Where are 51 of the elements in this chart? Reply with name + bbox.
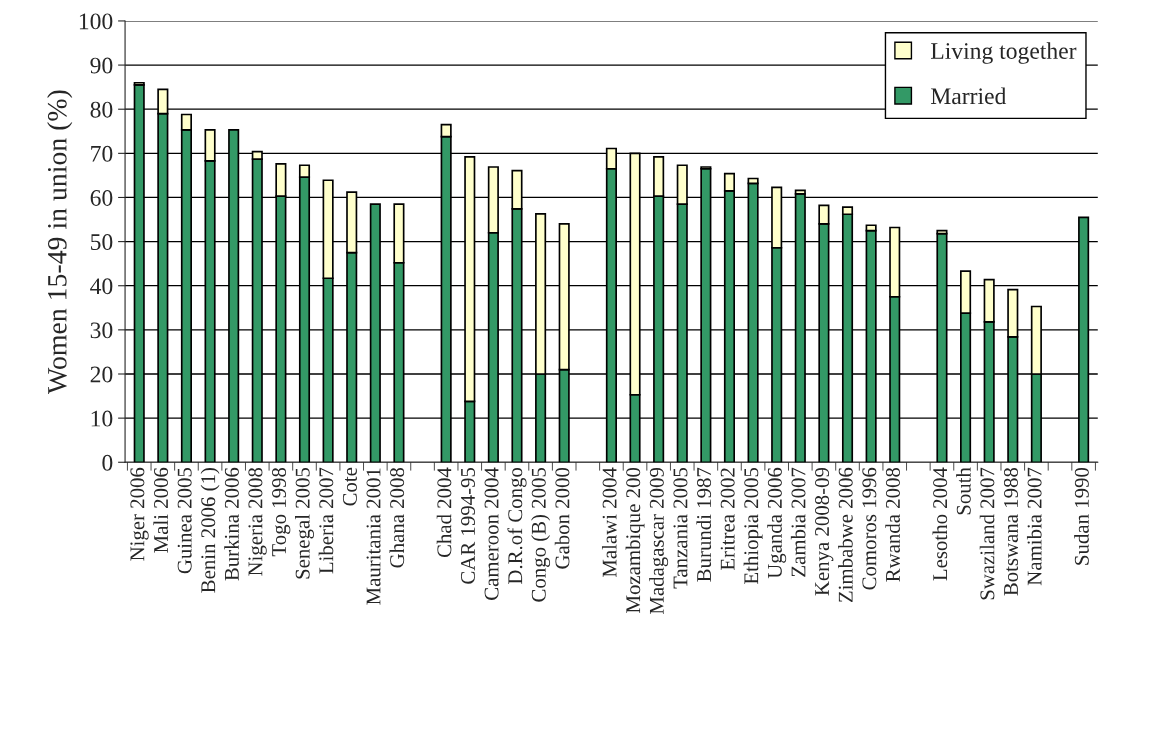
x-tick-label: Chad 2004 bbox=[436, 467, 452, 558]
x-tick-label: Lesotho 2004 bbox=[932, 467, 948, 581]
y-axis-title: Women 15-49 in union (%) bbox=[47, 90, 73, 394]
y-tick-label: 50 bbox=[91, 234, 113, 251]
x-tick-label: Malawi 2004 bbox=[601, 467, 617, 578]
x-tick-label: Guinea 2005 bbox=[177, 467, 192, 574]
y-tick-label: 40 bbox=[90, 278, 113, 295]
x-tick-label: South bbox=[956, 467, 971, 515]
x-tick-label: Eritrea 2002 bbox=[720, 468, 735, 571]
x-tick-label: Rwanda 2008 bbox=[885, 467, 900, 582]
y-tick-label: 30 bbox=[90, 322, 113, 339]
y-tick-label: 10 bbox=[91, 410, 113, 427]
y-tick-label: 60 bbox=[90, 189, 113, 206]
y-tick-label: 80 bbox=[90, 101, 113, 118]
x-tick-label: Mali 2006 bbox=[153, 467, 169, 553]
x-tick-label: Mozambique 200 bbox=[625, 467, 645, 613]
x-tick-label: Madagascar 2009 bbox=[649, 467, 669, 615]
x-tick-label: Togo 1998 bbox=[271, 467, 291, 557]
y-tick-label: 20 bbox=[90, 366, 113, 383]
x-tick-label: Tanzania 2005 bbox=[673, 467, 688, 589]
legend-label: Married bbox=[930, 87, 1007, 105]
x-tick-label: Sudan 1990 bbox=[1074, 467, 1089, 565]
x-tick-label: Congo (B) 2005 bbox=[531, 467, 551, 602]
y-tick-label: 90 bbox=[90, 57, 113, 74]
x-tick-label: Burundi 1987 bbox=[696, 467, 712, 582]
legend-label: Living together bbox=[930, 42, 1077, 64]
x-tick-label: Comoros 1996 bbox=[862, 467, 877, 590]
x-tick-label: Ghana 2008 bbox=[389, 467, 405, 568]
x-tick-label: Swaziland 2007 bbox=[979, 467, 995, 600]
y-tick-label: 0 bbox=[102, 454, 113, 471]
x-tick-label: Senegal 2005 bbox=[295, 467, 314, 579]
x-tick-label: Zambia 2007 bbox=[790, 467, 806, 577]
y-tick-label: 70 bbox=[91, 145, 113, 162]
x-tick-label: Liberia 2007 bbox=[318, 467, 334, 574]
x-tick-label: Cote bbox=[342, 467, 357, 506]
x-tick-label: Cameroon 2004 bbox=[484, 467, 499, 600]
x-tick-label: Ethiopia 2005 bbox=[743, 467, 763, 584]
x-tick-label: Nigeria 2008 bbox=[248, 467, 267, 576]
x-tick-label: Namibia 2007 bbox=[1026, 467, 1042, 586]
x-tick-label: Burkina 2006 bbox=[224, 467, 239, 581]
x-tick-label: D.R.of Congo bbox=[507, 467, 527, 585]
x-tick-label: Botswana 1988 bbox=[1003, 467, 1018, 596]
y-tick-label: 100 bbox=[79, 13, 113, 30]
x-tick-label: Uganda 2006 bbox=[767, 467, 787, 579]
x-tick-label: Benin 2006 (1) bbox=[200, 468, 220, 593]
x-tick-label: Kenya 2008-09 bbox=[815, 467, 834, 596]
x-tick-label: Niger 2006 bbox=[130, 467, 149, 561]
x-tick-label: Zimbabwe 2006 bbox=[838, 467, 853, 603]
x-tick-label: Mauritania 2001 bbox=[366, 468, 381, 605]
x-tick-label: CAR 1994-95 bbox=[460, 467, 475, 584]
x-tick-label: Gabon 2000 bbox=[554, 467, 570, 569]
